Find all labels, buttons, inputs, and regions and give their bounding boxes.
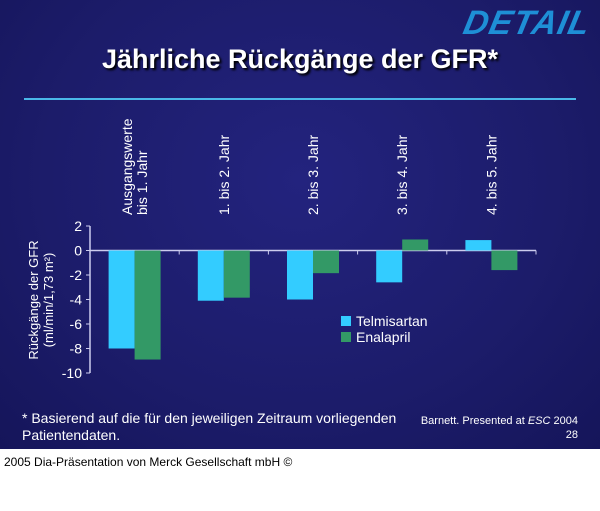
category-label: 2. bis 3. Jahr bbox=[305, 135, 321, 215]
y-tick-label: -6 bbox=[70, 316, 83, 332]
citation-venue: ESC bbox=[527, 415, 551, 427]
y-axis-label: Rückgänge der GFR bbox=[26, 240, 41, 359]
title-divider bbox=[24, 98, 576, 100]
bar-enalapril bbox=[491, 250, 518, 271]
legend-swatch-enalapril bbox=[341, 332, 351, 342]
y-tick-label: -2 bbox=[70, 267, 83, 283]
category-label: 3. bis 4. Jahr bbox=[394, 135, 410, 215]
slide-title: Jährliche Rückgänge der GFR* bbox=[101, 44, 499, 74]
y-tick-label: -10 bbox=[62, 365, 82, 381]
bar-enalapril bbox=[402, 239, 429, 251]
y-tick-label: 0 bbox=[74, 243, 82, 259]
bar-enalapril bbox=[313, 250, 339, 274]
bar-telmisartan bbox=[108, 250, 135, 349]
bar-enalapril bbox=[223, 250, 250, 298]
bar-enalapril bbox=[134, 250, 161, 360]
category-label: 1. bis 2. Jahr bbox=[216, 135, 232, 215]
bar-telmisartan bbox=[376, 250, 403, 283]
footnote: * Basierend auf die für den jeweiligen Z… bbox=[22, 410, 397, 443]
category-label: Ausgangswerte bbox=[119, 118, 135, 215]
bar-telmisartan bbox=[197, 250, 224, 301]
y-tick-label: 2 bbox=[74, 218, 82, 234]
legend-swatch-telmisartan bbox=[341, 316, 351, 326]
y-tick-label: -8 bbox=[70, 341, 83, 357]
legend-label: Telmisartan bbox=[356, 313, 428, 329]
page-number: 28 bbox=[565, 429, 578, 441]
bar-telmisartan bbox=[465, 240, 492, 251]
y-tick-label: -4 bbox=[70, 292, 83, 308]
citation-year: 2004 bbox=[550, 415, 578, 427]
bar-telmisartan bbox=[287, 250, 313, 300]
legend-label: Enalapril bbox=[356, 329, 410, 345]
citation: Barnett. Presented at ESC 2004 28 bbox=[421, 414, 578, 442]
bar-chart: 2 0 -2 -4 -6 -8 -10 Ausgangswerte bis 1. Jahr 1. … bbox=[26, 118, 537, 381]
slide: DETAIL Jährliche Rückgänge der GFR* 2 0 -2… bbox=[0, 0, 600, 449]
citation-prefix: Barnett. Presented at bbox=[420, 415, 528, 427]
category-label: 4. bis 5. Jahr bbox=[483, 135, 499, 215]
y-axis-label: (ml/min/1,73 m²) bbox=[41, 253, 56, 348]
category-label: bis 1. Jahr bbox=[134, 150, 150, 215]
copyright: 2005 Dia-Präsentation von Merck Gesellsc… bbox=[4, 455, 293, 469]
